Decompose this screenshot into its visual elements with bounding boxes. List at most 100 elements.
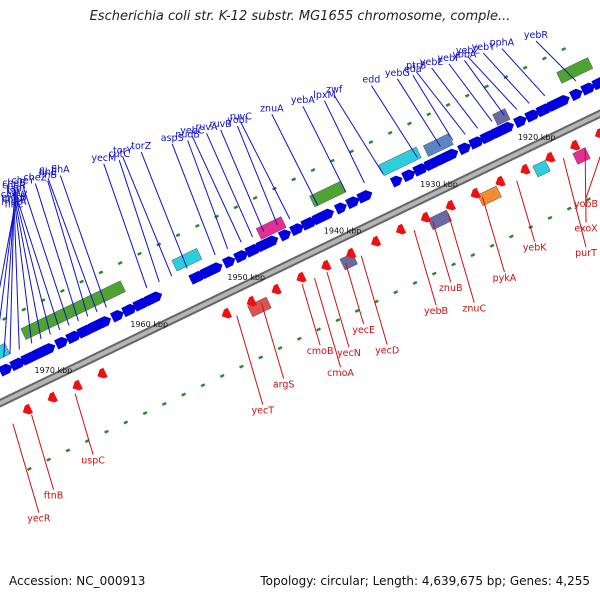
gene-label[interactable]: zwf	[326, 84, 343, 95]
reverse-gene-arrow	[321, 259, 332, 271]
tick-mark	[175, 233, 181, 238]
gene-label[interactable]: aspS	[161, 133, 184, 144]
label-leader-line	[412, 74, 454, 141]
feature-block	[0, 342, 11, 373]
gene-label[interactable]: cmoB	[307, 346, 334, 357]
tick-mark	[329, 158, 335, 163]
label-leader-line	[535, 40, 577, 82]
tick-mark	[547, 215, 553, 220]
gene-label[interactable]: yecT	[252, 406, 275, 417]
gene-label[interactable]: flhE	[39, 167, 57, 178]
gene-label[interactable]: yebZ	[456, 46, 480, 57]
gene-label[interactable]: znuC	[462, 304, 486, 315]
label-leader-line	[187, 140, 229, 250]
topology-text: Topology: circular; Length: 4,639,675 bp…	[260, 574, 590, 588]
gene-label[interactable]: yebF	[438, 53, 461, 64]
forward-gene-arrow	[0, 363, 13, 377]
gene-label[interactable]: znuA	[260, 103, 284, 114]
accession-text: Accession: NC_000913	[9, 574, 146, 588]
gene-label[interactable]: yebC	[180, 125, 204, 136]
forward-gene-arrow	[569, 88, 583, 102]
gene-label[interactable]: lpxM	[313, 90, 336, 101]
label-leader-line	[240, 122, 291, 220]
label-leader-line	[432, 220, 452, 283]
gene-label[interactable]: ruvC	[230, 111, 253, 122]
reverse-gene-arrow	[72, 379, 83, 391]
tick-mark	[431, 271, 437, 276]
forward-gene-arrow	[580, 82, 596, 96]
forward-gene-arrow	[412, 163, 429, 177]
gene-label[interactable]: cheB	[2, 178, 26, 189]
gene-label[interactable]: cmoA	[327, 368, 354, 379]
gene-label[interactable]: torZ	[131, 141, 151, 152]
gene-label[interactable]: nudB	[175, 129, 200, 140]
gene-label[interactable]: exoX	[574, 224, 598, 235]
gene-label[interactable]: yecN	[337, 348, 361, 359]
gene-label[interactable]: eda	[404, 64, 422, 75]
tick-mark	[489, 243, 495, 248]
label-leader-line	[370, 85, 418, 158]
tick-marks	[2, 47, 591, 471]
gene-label[interactable]: yebE	[420, 57, 444, 68]
reverse-gene-arrow	[594, 127, 600, 139]
gene-label[interactable]: cheA	[2, 194, 26, 205]
gene-label[interactable]: ruvB	[210, 119, 232, 130]
gene-label[interactable]: yecR	[27, 514, 51, 525]
gene-label[interactable]: cutC	[108, 149, 130, 160]
gene-label[interactable]: cheZ	[24, 173, 48, 184]
feature-block	[255, 216, 287, 240]
label-leader-line	[47, 178, 98, 313]
label-leader-line	[271, 114, 319, 206]
gene-label[interactable]: yecD	[375, 346, 399, 357]
gene-label[interactable]: yebY	[472, 42, 495, 53]
gene-label[interactable]: pphA	[490, 38, 515, 49]
gene-label[interactable]: yebR	[524, 30, 548, 41]
gene-label[interactable]: cheY	[12, 175, 35, 186]
forward-gene-arrow	[322, 208, 335, 220]
gene-label[interactable]: cheW	[1, 190, 28, 201]
forward-gene-arrow	[389, 175, 403, 188]
tick-mark	[310, 168, 316, 173]
reverse-gene-arrow	[271, 283, 282, 295]
gene-label[interactable]: motB	[1, 192, 26, 203]
label-leader-line	[333, 95, 384, 175]
gene-label[interactable]: yebA	[291, 95, 315, 106]
gene-label[interactable]: ptrB	[406, 61, 426, 72]
gene-label[interactable]: torY	[113, 146, 132, 157]
feature-block	[247, 296, 272, 318]
forward-gene-arrow	[356, 190, 373, 204]
gene-label[interactable]: ftnB	[44, 491, 63, 502]
label-leader-line	[415, 71, 466, 135]
gene-label[interactable]: yecE	[352, 325, 375, 336]
tick-mark	[349, 149, 354, 154]
gene-label[interactable]: tap	[6, 183, 22, 194]
tick-mark	[470, 253, 476, 258]
gene-label[interactable]: yobA	[452, 49, 476, 60]
gene-label[interactable]: yebG	[385, 68, 410, 79]
gene-label[interactable]: yecM	[91, 153, 116, 164]
gene-label[interactable]: cheR	[2, 181, 26, 192]
gene-label[interactable]: uspC	[81, 456, 105, 467]
gene-label[interactable]: flhA	[51, 164, 70, 175]
tick-mark	[26, 466, 32, 471]
gene-label[interactable]: edd	[362, 74, 380, 85]
gene-label[interactable]: yebK	[523, 243, 547, 254]
tick-mark	[79, 279, 85, 284]
gene-label[interactable]: ruvA	[195, 122, 218, 133]
label-leader-line	[0, 207, 15, 322]
gene-label[interactable]: purT	[575, 248, 597, 259]
gene-label[interactable]: znuB	[439, 283, 463, 294]
gene-label[interactable]: tar	[7, 186, 21, 197]
gene-label[interactable]: flhC	[5, 200, 24, 211]
label-leader-line	[447, 213, 475, 303]
gene-label[interactable]: argS	[273, 380, 295, 391]
feature-block	[427, 209, 453, 231]
gene-label[interactable]: yobI	[227, 115, 247, 126]
gene-label[interactable]: yebB	[424, 306, 448, 317]
gene-label[interactable]: flhB	[38, 170, 57, 181]
gene-label[interactable]: motA	[1, 197, 27, 208]
label-leader-line	[236, 315, 264, 405]
gene-label[interactable]: pykA	[493, 273, 517, 284]
